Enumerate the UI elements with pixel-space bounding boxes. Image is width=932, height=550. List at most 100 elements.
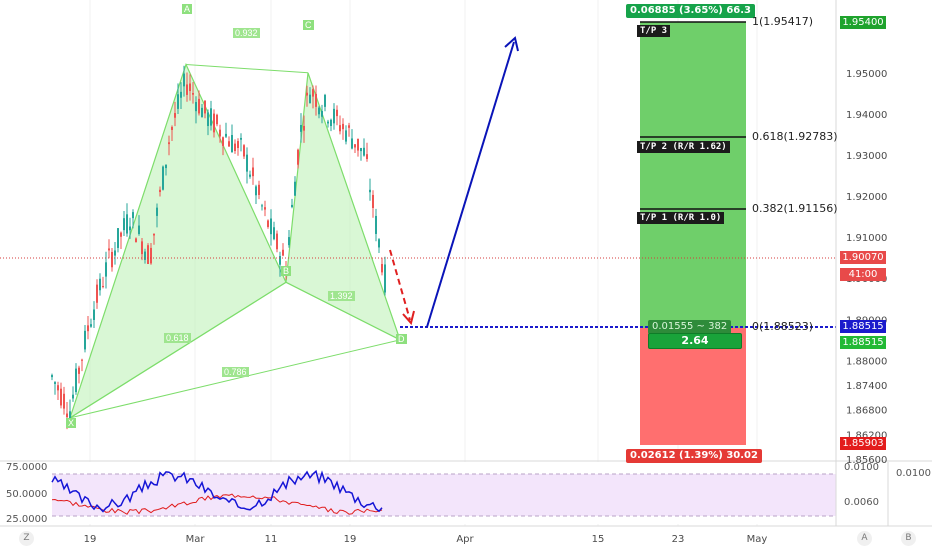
candle-body (345, 130, 347, 142)
candle-body (183, 73, 185, 87)
time-tick-label: May (747, 534, 768, 545)
candle-body (327, 121, 329, 124)
risk-reward-label[interactable]: 2.64 (648, 333, 742, 349)
candle-body (72, 394, 74, 399)
candle-body (381, 264, 383, 273)
candle-body (69, 411, 71, 421)
time-tick-label: Apr (456, 534, 474, 545)
price-tick-label: 1.91000 (846, 233, 887, 244)
harmonic-pattern[interactable] (68, 62, 402, 420)
candle-body (75, 368, 77, 393)
point-x-label: X (66, 418, 77, 428)
candle-body (318, 107, 320, 115)
candle-body (312, 89, 314, 97)
price-tick-label: 1.92000 (846, 192, 887, 203)
price-tick-label: 1.94000 (846, 110, 887, 121)
candle-body (150, 247, 152, 264)
candle-body (51, 375, 53, 378)
candle-body (171, 126, 173, 130)
candle-body (375, 215, 377, 234)
price-tick-label: 1.86800 (846, 406, 887, 417)
price-tick-label: 1.88000 (846, 356, 887, 367)
candle-body (294, 181, 296, 196)
candle-body (195, 102, 197, 112)
candle-body (204, 100, 206, 114)
time-tick-label: 15 (592, 534, 605, 545)
candle-body (219, 129, 221, 137)
candle-body (258, 184, 260, 195)
profit-zone[interactable] (640, 22, 746, 328)
timezone-button[interactable]: Z (19, 531, 34, 546)
countdown-tag: 41:00 (840, 268, 886, 281)
candle-body (252, 167, 254, 177)
loss-label[interactable]: 0.02612 (1.39%) 30.02 (626, 449, 762, 463)
point-a-label: A (182, 4, 193, 14)
arrowhead-icon (504, 36, 519, 52)
candle-body (102, 286, 104, 288)
point-d-label: D (396, 334, 407, 344)
pattern-bd-line (285, 281, 401, 341)
pattern-ac-line (185, 64, 309, 74)
log-scale-button[interactable]: B (901, 531, 916, 546)
candle-body (147, 245, 149, 265)
projection-up-arrow[interactable] (426, 41, 515, 328)
tp1-tag: T/P 1 (R/R 1.0) (637, 212, 725, 224)
price-tick-label: 1.86200 (846, 430, 887, 441)
candle-body (90, 324, 92, 327)
arrowhead-icon (402, 310, 415, 326)
candle-body (87, 325, 89, 332)
candle-body (99, 278, 101, 291)
candle-body (231, 135, 233, 153)
candle-body (153, 233, 155, 236)
ratio-ac-label: 0.932 (233, 28, 260, 38)
candle-body (138, 225, 140, 234)
candle-body (315, 93, 317, 107)
price-tick-label: 1.87400 (846, 381, 887, 392)
candle-body (360, 148, 362, 152)
entry-price-tag-secondary: 1.88515 (840, 336, 886, 349)
tp3-tag: T/P 3 (637, 25, 671, 37)
candle-body (366, 154, 368, 159)
candle-body (225, 133, 227, 137)
candle-body (96, 284, 98, 303)
candle-body (93, 309, 95, 320)
candle-body (144, 251, 146, 260)
candle-body (240, 137, 242, 140)
candle-body (192, 93, 194, 95)
candle-body (207, 112, 209, 127)
ratio-xb-label: 0.618 (164, 333, 191, 343)
candle-body (66, 413, 68, 418)
candle-body (108, 248, 110, 251)
profit-label[interactable]: 0.06885 (3.65%) 66.3 (626, 4, 756, 18)
ratio-bd-label: 1.392 (328, 291, 355, 301)
time-axis[interactable]: 19 Mar 11 19 Apr 15 23 May (84, 534, 768, 545)
candle-body (342, 123, 344, 130)
price-tick-label: 1.93000 (846, 151, 887, 162)
candle-body (57, 385, 59, 391)
candle-body (84, 330, 86, 350)
candle-body (78, 367, 80, 374)
auto-scale-button[interactable]: A (857, 531, 872, 546)
candle-body (279, 256, 281, 265)
candle-body (201, 107, 203, 118)
candle-body (117, 228, 119, 248)
candles (51, 65, 386, 430)
candle-body (114, 250, 116, 256)
point-c-label: C (303, 20, 314, 30)
candle-body (282, 249, 284, 256)
candle-body (105, 262, 107, 277)
candle-body (60, 388, 62, 406)
candle-body (186, 84, 188, 95)
rsi-tick-25: 25.0000 (6, 514, 48, 525)
candle-body (264, 207, 266, 210)
candle-body (267, 220, 269, 227)
rsi-signal-line (51, 493, 383, 515)
candle-body (111, 251, 113, 268)
rsi-band (52, 474, 836, 516)
entry-range-label[interactable]: 0.01555 ~ 382 (648, 320, 732, 334)
candle-body (354, 144, 356, 148)
candle-body (306, 92, 308, 96)
time-tick-label: 19 (84, 534, 97, 545)
projection-down-arrow[interactable] (389, 249, 411, 321)
